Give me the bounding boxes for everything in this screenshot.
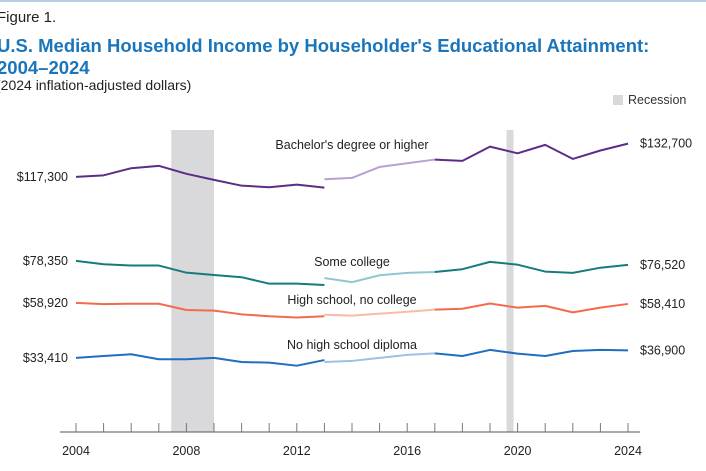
x-tick-label: 2024 xyxy=(614,444,642,458)
x-tick-label: 2016 xyxy=(393,444,421,458)
series-line-1-segment xyxy=(434,260,629,274)
series-label: No high school diploma xyxy=(287,338,417,352)
x-tick-label: 2012 xyxy=(283,444,311,458)
start-value-label: $117,300 xyxy=(17,170,68,184)
series-line-0-segment xyxy=(324,158,435,181)
recession-swatch xyxy=(613,95,623,105)
series-line-3-segment xyxy=(75,353,325,367)
chart-title: U.S. Median Household Income by Househol… xyxy=(0,35,650,78)
series-label: Some college xyxy=(314,255,390,269)
start-value-label: $33,410 xyxy=(23,351,68,365)
series-line-1-segment xyxy=(324,271,435,284)
start-value-label: $58,920 xyxy=(23,296,68,310)
series-line-0-segment xyxy=(434,142,629,162)
legend: Recession xyxy=(613,93,686,107)
top-border xyxy=(0,0,706,2)
series-line-2-segment xyxy=(75,301,325,319)
series-line-2-segment xyxy=(324,308,435,317)
series-label: Bachelor's degree or higher xyxy=(275,138,428,152)
chart-subtitle: (2024 inflation-adjusted dollars) xyxy=(0,77,192,93)
end-value-label: $58,410 xyxy=(640,297,685,311)
x-tick-label: 2004 xyxy=(62,444,90,458)
x-tick-label: 2008 xyxy=(172,444,200,458)
recession-band xyxy=(171,130,214,432)
series-label: High school, no college xyxy=(287,293,416,307)
start-value-label: $78,350 xyxy=(23,254,68,268)
end-value-label: $36,900 xyxy=(640,343,685,357)
end-value-label: $76,520 xyxy=(640,258,685,272)
series-line-2-segment xyxy=(434,302,629,314)
series-line-3-segment xyxy=(324,352,435,364)
figure-label: Figure 1. xyxy=(0,9,57,26)
end-value-label: $132,700 xyxy=(640,137,692,151)
series-line-3-segment xyxy=(434,348,629,357)
recession-band xyxy=(506,130,514,432)
series-line-1-segment xyxy=(75,259,325,286)
series-line-0-segment xyxy=(75,164,325,189)
x-tick-label: 2020 xyxy=(504,444,532,458)
legend-recession-label: Recession xyxy=(628,93,687,107)
